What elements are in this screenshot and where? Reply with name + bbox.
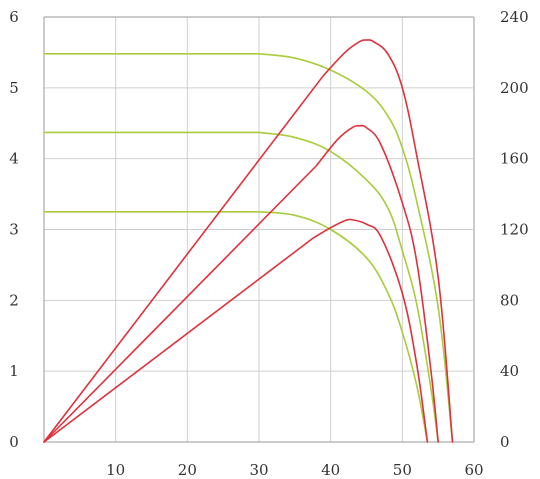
plot-series: [43, 39, 454, 443]
y-tick-label-right: 80: [500, 291, 519, 309]
current-curve-1: [43, 210, 429, 443]
y-tick-label-left: 6: [9, 8, 19, 26]
y-tick-label-left: 5: [9, 79, 19, 97]
x-tick-label: 30: [249, 461, 268, 479]
y-tick-label-right: 0: [500, 433, 510, 451]
x-tick-label: 20: [178, 461, 197, 479]
x-tick-label: 60: [464, 461, 483, 479]
y-tick-label-left: 4: [9, 150, 19, 168]
y-tick-label-right: 200: [500, 79, 529, 97]
y-tick-label-left: 3: [9, 221, 19, 239]
y-tick-label-left: 2: [9, 291, 19, 309]
y-tick-label-right: 240: [500, 8, 529, 26]
y-tick-label-right: 120: [500, 221, 529, 239]
x-tick-label: 10: [106, 461, 125, 479]
x-tick-label: 50: [393, 461, 412, 479]
power-curve-1: [43, 218, 429, 443]
y-tick-label-right: 40: [500, 362, 519, 380]
power-curve-2: [43, 124, 439, 443]
current-curve-2: [43, 131, 439, 443]
power-curve-3: [43, 39, 454, 443]
x-tick-label: 40: [321, 461, 340, 479]
y-tick-label-left: 1: [9, 362, 19, 380]
y-tick-label-right: 160: [500, 150, 529, 168]
y-tick-label-left: 0: [9, 433, 19, 451]
grid: [43, 16, 475, 443]
current-curve-3: [43, 53, 454, 443]
